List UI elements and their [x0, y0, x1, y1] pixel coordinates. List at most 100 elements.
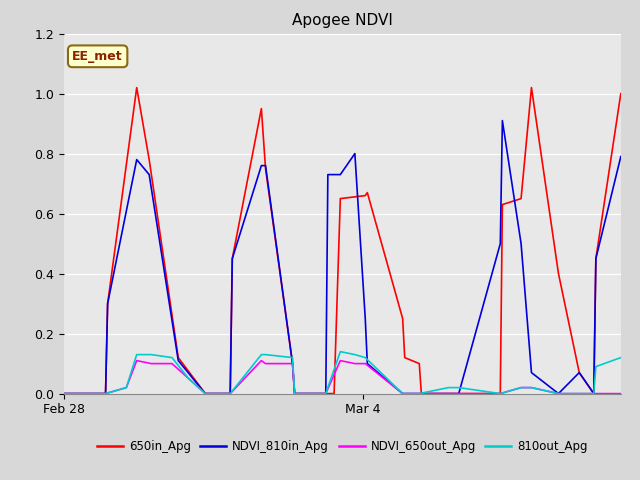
NDVI_650out_Apg — [257, 358, 265, 363]
650in_Apg — [415, 361, 423, 367]
NDVI_810in_Apg — [133, 156, 141, 162]
810out_Apg — [415, 391, 423, 396]
Title: Apogee NDVI: Apogee NDVI — [292, 13, 393, 28]
650in_Apg — [497, 391, 504, 396]
810out_Apg — [185, 376, 193, 382]
650in_Apg — [204, 391, 211, 396]
650in_Apg — [527, 84, 535, 90]
NDVI_650out_Apg — [147, 361, 155, 367]
650in_Apg — [590, 391, 598, 396]
NDVI_810in_Apg — [499, 118, 506, 123]
NDVI_810in_Apg — [351, 151, 358, 156]
NDVI_810in_Apg — [527, 370, 535, 375]
NDVI_810in_Apg — [455, 391, 463, 396]
810out_Apg — [147, 352, 155, 358]
NDVI_650out_Apg — [527, 385, 535, 391]
650in_Apg — [401, 355, 408, 360]
NDVI_810in_Apg — [399, 391, 406, 396]
Line: NDVI_650out_Apg: NDVI_650out_Apg — [64, 360, 621, 394]
650in_Apg — [592, 256, 600, 262]
NDVI_650out_Apg — [185, 376, 193, 382]
NDVI_810in_Apg — [415, 391, 423, 396]
NDVI_650out_Apg — [445, 391, 452, 396]
810out_Apg — [133, 352, 141, 358]
810out_Apg — [257, 352, 265, 358]
650in_Apg — [289, 361, 296, 367]
NDVI_650out_Apg — [517, 385, 525, 391]
NDVI_810in_Apg — [401, 391, 408, 396]
650in_Apg — [447, 391, 454, 396]
NDVI_650out_Apg — [322, 391, 330, 396]
810out_Apg — [399, 391, 406, 396]
NDVI_650out_Apg — [102, 391, 109, 396]
810out_Apg — [617, 355, 625, 360]
810out_Apg — [322, 391, 330, 396]
NDVI_810in_Apg — [324, 172, 332, 178]
650in_Apg — [257, 106, 265, 111]
NDVI_810in_Apg — [592, 256, 600, 262]
650in_Apg — [399, 316, 406, 322]
NDVI_810in_Apg — [202, 391, 209, 396]
650in_Apg — [175, 355, 182, 360]
810out_Apg — [202, 391, 209, 396]
NDVI_810in_Apg — [262, 163, 269, 168]
810out_Apg — [122, 385, 130, 391]
Line: NDVI_810in_Apg: NDVI_810in_Apg — [64, 120, 621, 394]
NDVI_650out_Apg — [122, 385, 130, 391]
810out_Apg — [102, 391, 109, 396]
810out_Apg — [527, 385, 535, 391]
650in_Apg — [104, 300, 111, 306]
NDVI_650out_Apg — [455, 391, 463, 396]
650in_Apg — [60, 391, 68, 396]
650in_Apg — [617, 91, 625, 96]
NDVI_650out_Apg — [617, 391, 625, 396]
Legend: 650in_Apg, NDVI_810in_Apg, NDVI_650out_Apg, 810out_Apg: 650in_Apg, NDVI_810in_Apg, NDVI_650out_A… — [92, 435, 593, 458]
NDVI_650out_Apg — [202, 391, 209, 396]
NDVI_810in_Apg — [291, 391, 298, 396]
NDVI_810in_Apg — [175, 358, 182, 363]
810out_Apg — [262, 352, 269, 358]
650in_Apg — [330, 391, 338, 396]
NDVI_810in_Apg — [497, 240, 504, 247]
810out_Apg — [362, 355, 369, 360]
NDVI_810in_Apg — [445, 391, 452, 396]
650in_Apg — [445, 391, 452, 396]
NDVI_650out_Apg — [60, 391, 68, 396]
650in_Apg — [555, 271, 563, 276]
810out_Apg — [497, 391, 504, 396]
NDVI_650out_Apg — [168, 361, 176, 367]
NDVI_650out_Apg — [555, 391, 563, 396]
NDVI_810in_Apg — [60, 391, 68, 396]
NDVI_810in_Apg — [555, 391, 563, 396]
NDVI_650out_Apg — [262, 361, 269, 367]
810out_Apg — [289, 355, 296, 360]
650in_Apg — [102, 391, 109, 396]
NDVI_650out_Apg — [351, 361, 358, 367]
NDVI_810in_Apg — [590, 391, 598, 396]
NDVI_810in_Apg — [322, 391, 330, 396]
650in_Apg — [228, 256, 236, 262]
NDVI_810in_Apg — [337, 172, 344, 178]
NDVI_650out_Apg — [227, 391, 234, 396]
NDVI_650out_Apg — [415, 391, 423, 396]
650in_Apg — [575, 370, 583, 375]
650in_Apg — [362, 192, 369, 199]
Line: 650in_Apg: 650in_Apg — [64, 87, 621, 394]
810out_Apg — [60, 391, 68, 396]
810out_Apg — [517, 385, 525, 391]
NDVI_810in_Apg — [145, 172, 153, 178]
NDVI_810in_Apg — [417, 391, 425, 396]
NDVI_650out_Apg — [590, 391, 598, 396]
NDVI_650out_Apg — [289, 361, 296, 367]
650in_Apg — [417, 391, 425, 396]
810out_Apg — [291, 391, 298, 396]
650in_Apg — [337, 196, 344, 202]
650in_Apg — [364, 190, 371, 195]
Text: EE_met: EE_met — [72, 50, 123, 63]
NDVI_810in_Apg — [517, 240, 525, 247]
650in_Apg — [202, 391, 209, 396]
810out_Apg — [590, 391, 598, 396]
650in_Apg — [262, 166, 269, 171]
810out_Apg — [555, 391, 563, 396]
810out_Apg — [351, 352, 358, 358]
